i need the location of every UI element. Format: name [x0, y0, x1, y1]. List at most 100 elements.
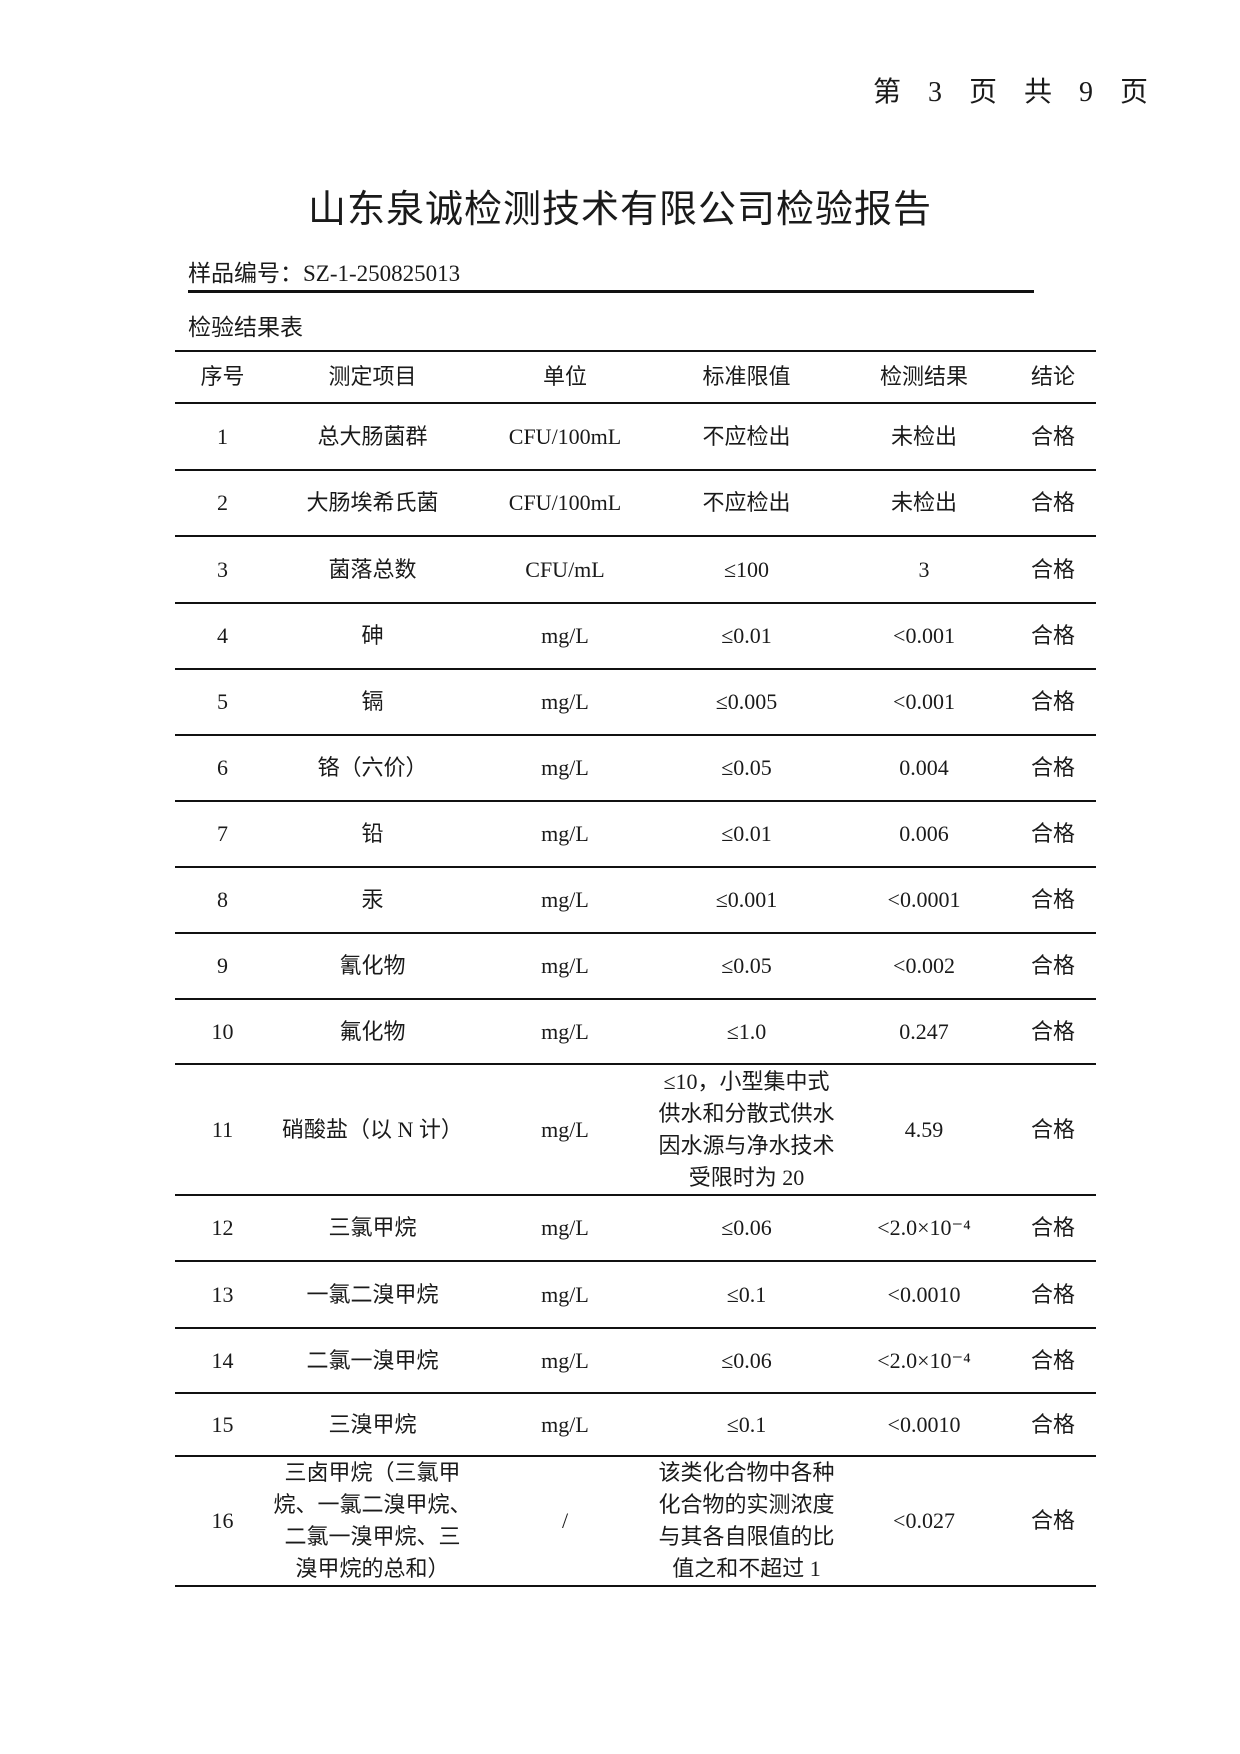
cell-conclusion: 合格	[1010, 603, 1096, 670]
cell-item: 镉	[270, 669, 475, 736]
cell-result: 未检出	[838, 403, 1010, 471]
cell-index: 16	[175, 1456, 270, 1587]
cell-unit: mg/L	[475, 999, 655, 1065]
cell-conclusion: 合格	[1010, 536, 1096, 604]
cell-conclusion: 合格	[1010, 933, 1096, 1000]
cell-limit: ≤0.005	[655, 669, 838, 736]
report-title: 山东泉诚检测技术有限公司检验报告	[307, 189, 932, 231]
table-row: 10 氟化物 mg/L ≤1.0 0.247 合格	[175, 999, 1096, 1065]
header-col-result: 检测结果	[838, 350, 1010, 404]
cell-index: 10	[175, 999, 270, 1065]
cell-item: 一氯二溴甲烷	[270, 1261, 475, 1329]
cell-result: 未检出	[838, 470, 1010, 537]
cell-unit: mg/L	[475, 669, 655, 736]
cell-limit: ≤0.05	[655, 933, 838, 1000]
cell-unit: CFU/100mL	[475, 470, 655, 537]
cell-unit: mg/L	[475, 603, 655, 670]
cell-result: 0.247	[838, 999, 1010, 1065]
cell-index: 13	[175, 1261, 270, 1329]
cell-item: 大肠埃希氏菌	[270, 470, 475, 537]
cell-result: <0.001	[838, 603, 1010, 670]
cell-limit: ≤0.1	[655, 1393, 838, 1457]
header-col-limit: 标准限值	[655, 350, 838, 404]
table-row: 3 菌落总数 CFU/mL ≤100 3 合格	[175, 536, 1096, 604]
cell-unit: mg/L	[475, 735, 655, 802]
cell-conclusion: 合格	[1010, 867, 1096, 934]
cell-limit: ≤0.1	[655, 1261, 838, 1329]
sample-number: 样品编号：SZ-1-250825013	[188, 254, 1034, 293]
cell-index: 4	[175, 603, 270, 670]
cell-result: <0.027	[838, 1456, 1010, 1587]
header-col-item: 测定项目	[270, 350, 475, 404]
cell-result: <0.0010	[838, 1261, 1010, 1329]
cell-item: 砷	[270, 603, 475, 670]
cell-conclusion: 合格	[1010, 403, 1096, 471]
cell-index: 1	[175, 403, 270, 471]
results-table: 序号 测定项目 单位 标准限值 检测结果 结论 1 总大肠菌群 CFU/100mL 不应检出 未检…	[175, 350, 1096, 1587]
cell-result: 3	[838, 536, 1010, 604]
cell-limit: ≤0.06	[655, 1195, 838, 1262]
cell-conclusion: 合格	[1010, 1456, 1096, 1587]
cell-result: <0.002	[838, 933, 1010, 1000]
cell-result: <2.0×10⁻⁴	[838, 1195, 1010, 1262]
cell-index: 6	[175, 735, 270, 802]
page-number: 第 3 页 共 9 页	[872, 77, 1158, 108]
table-row: 13 一氯二溴甲烷 mg/L ≤0.1 <0.0010 合格	[175, 1261, 1096, 1329]
cell-index: 11	[175, 1064, 270, 1196]
cell-item: 三卤甲烷（三氯甲 烷、一氯二溴甲烷、 二氯一溴甲烷、三 溴甲烷的总和）	[270, 1456, 475, 1587]
table-caption: 检验结果表	[188, 315, 303, 340]
cell-result: 0.006	[838, 801, 1010, 868]
table-row: 9 氰化物 mg/L ≤0.05 <0.002 合格	[175, 933, 1096, 1000]
cell-conclusion: 合格	[1010, 1393, 1096, 1457]
cell-index: 9	[175, 933, 270, 1000]
cell-index: 12	[175, 1195, 270, 1262]
header-col-unit: 单位	[475, 350, 655, 404]
cell-unit: CFU/100mL	[475, 403, 655, 471]
cell-result: <0.0001	[838, 867, 1010, 934]
table-row: 8 汞 mg/L ≤0.001 <0.0001 合格	[175, 867, 1096, 934]
cell-limit: ≤1.0	[655, 999, 838, 1065]
cell-item: 三溴甲烷	[270, 1393, 475, 1457]
cell-index: 5	[175, 669, 270, 736]
table-row: 5 镉 mg/L ≤0.005 <0.001 合格	[175, 669, 1096, 736]
cell-item: 铬（六价）	[270, 735, 475, 802]
table-row: 1 总大肠菌群 CFU/100mL 不应检出 未检出 合格	[175, 403, 1096, 471]
cell-conclusion: 合格	[1010, 470, 1096, 537]
cell-conclusion: 合格	[1010, 1064, 1096, 1196]
cell-result: 4.59	[838, 1064, 1010, 1196]
cell-index: 8	[175, 867, 270, 934]
cell-limit: ≤10，小型集中式 供水和分散式供水 因水源与净水技术 受限时为 20	[655, 1064, 838, 1196]
table-row: 16 三卤甲烷（三氯甲 烷、一氯二溴甲烷、 二氯一溴甲烷、三 溴甲烷的总和） / 该类…	[175, 1456, 1096, 1587]
cell-unit: mg/L	[475, 1393, 655, 1457]
cell-limit: 不应检出	[655, 470, 838, 537]
cell-item: 硝酸盐（以 N 计）	[270, 1064, 475, 1196]
cell-index: 14	[175, 1328, 270, 1394]
cell-item: 铅	[270, 801, 475, 868]
cell-limit: ≤100	[655, 536, 838, 604]
cell-limit: 该类化合物中各种 化合物的实测浓度 与其各自限值的比 值之和不超过 1	[655, 1456, 838, 1587]
cell-limit: ≤0.05	[655, 735, 838, 802]
table-row: 2 大肠埃希氏菌 CFU/100mL 不应检出 未检出 合格	[175, 470, 1096, 537]
table-row: 11 硝酸盐（以 N 计） mg/L ≤10，小型集中式 供水和分散式供水 因水源与净…	[175, 1064, 1096, 1196]
cell-result: <2.0×10⁻⁴	[838, 1328, 1010, 1394]
cell-limit: ≤0.01	[655, 603, 838, 670]
cell-conclusion: 合格	[1010, 1328, 1096, 1394]
table-row: 7 铅 mg/L ≤0.01 0.006 合格	[175, 801, 1096, 868]
cell-index: 2	[175, 470, 270, 537]
table-row: 6 铬（六价） mg/L ≤0.05 0.004 合格	[175, 735, 1096, 802]
table-row: 12 三氯甲烷 mg/L ≤0.06 <2.0×10⁻⁴ 合格	[175, 1195, 1096, 1262]
cell-unit: mg/L	[475, 801, 655, 868]
cell-conclusion: 合格	[1010, 735, 1096, 802]
cell-conclusion: 合格	[1010, 1261, 1096, 1329]
cell-index: 15	[175, 1393, 270, 1457]
cell-unit: mg/L	[475, 1195, 655, 1262]
cell-limit: ≤0.01	[655, 801, 838, 868]
cell-index: 3	[175, 536, 270, 604]
cell-index: 7	[175, 801, 270, 868]
cell-item: 氰化物	[270, 933, 475, 1000]
cell-item: 菌落总数	[270, 536, 475, 604]
header-col-conclusion: 结论	[1010, 350, 1096, 404]
cell-item: 总大肠菌群	[270, 403, 475, 471]
cell-unit: mg/L	[475, 933, 655, 1000]
cell-result: <0.0010	[838, 1393, 1010, 1457]
